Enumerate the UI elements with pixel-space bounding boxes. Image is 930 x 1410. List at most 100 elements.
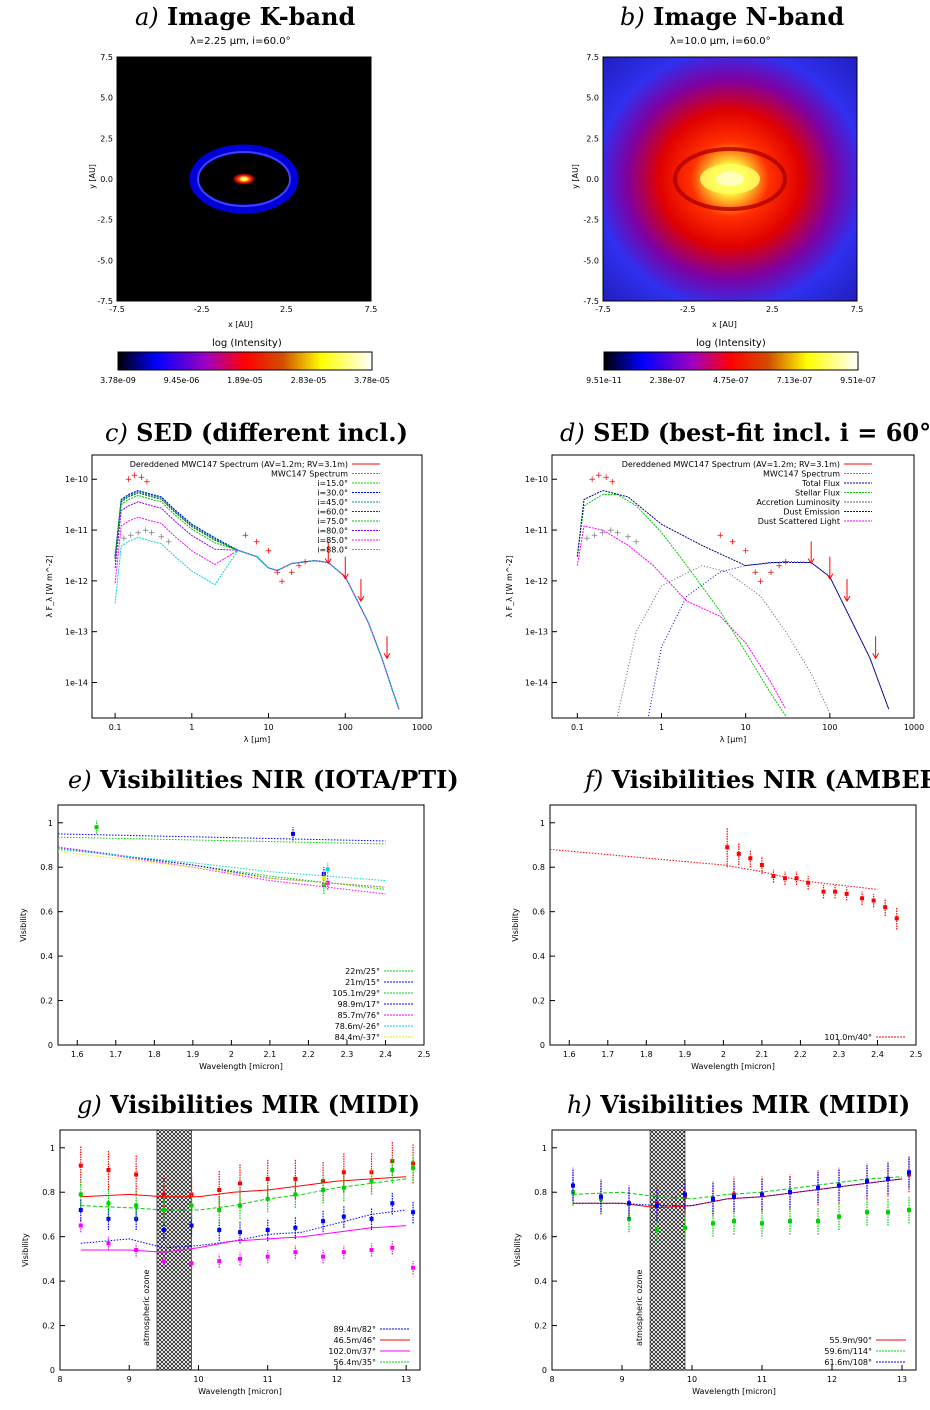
title-a: a) Image K-band xyxy=(135,2,355,31)
vis-e-xtick-2: 1.8 xyxy=(148,1050,161,1059)
image-a-ytick-4: -2.5 xyxy=(97,216,113,225)
sed-d-obs-1: + xyxy=(591,531,599,541)
image-a-xlabel: x [AU] xyxy=(228,320,253,329)
vis-h-xtick-1: 9 xyxy=(619,1375,624,1384)
vis-g-xtick-1: 9 xyxy=(127,1375,132,1384)
colorbar-a-tick-1: 9.45e-06 xyxy=(164,376,200,385)
vis-f-ytick-2: 0.4 xyxy=(532,952,545,961)
vis-e-legend-3: 98.9m/17° xyxy=(338,1000,380,1009)
title-c: c) SED (different incl.) xyxy=(105,418,408,447)
vis-g-point-3-13 xyxy=(411,1165,416,1170)
sed-d-dered-5: + xyxy=(729,537,737,547)
sed-c-model-4 xyxy=(114,494,400,710)
sed-d-dered-2: + xyxy=(602,473,610,483)
title-h: h) Visibilities MIR (MIDI) xyxy=(567,1090,910,1119)
title-f-text: Visibilities NIR (AMBER) xyxy=(611,765,930,794)
sed-c-limit-head-0 xyxy=(324,558,332,565)
vis-h-ytick-1: 0.2 xyxy=(534,1322,547,1331)
vis-g-point-3-11 xyxy=(369,1179,374,1184)
vis-g-point-2-0 xyxy=(78,1223,83,1228)
sed-d-dered-9: + xyxy=(767,568,775,578)
vis-e-xtick-9: 2.5 xyxy=(418,1050,431,1059)
colorbar-a-label: log (Intensity) xyxy=(212,338,282,349)
vis-f-ytick-3: 0.6 xyxy=(532,908,545,917)
vis-g-point-3-0 xyxy=(78,1192,83,1197)
vis-h-point-2-4 xyxy=(683,1192,687,1197)
sed-d-dered-3: + xyxy=(608,478,616,488)
vis-f-point-0-11 xyxy=(860,896,865,901)
vis-g-xlabel: Wavelength [micron] xyxy=(198,1387,282,1396)
vis-h-point-2-9 xyxy=(816,1185,820,1190)
title-e: e) Visibilities NIR (IOTA/PTI) xyxy=(68,765,459,794)
vis-e-xtick-5: 2.1 xyxy=(264,1050,277,1059)
vis-panel-e xyxy=(57,804,425,1046)
vis-f-point-0-6 xyxy=(794,876,799,881)
image-b-xtick-3: 7.5 xyxy=(851,305,864,314)
vis-h-point-1-9 xyxy=(816,1219,820,1224)
vis-g-model-0 xyxy=(80,1209,407,1249)
vis-f-xtick-6: 2.2 xyxy=(794,1050,807,1059)
vis-f-point-0-7 xyxy=(806,880,811,885)
vis-f-point-0-10 xyxy=(844,891,849,896)
sed-d-obs-4: + xyxy=(614,528,622,538)
vis-h-point-2-7 xyxy=(760,1192,764,1197)
sed-c-xtick-3: 100 xyxy=(338,723,353,732)
sed-c-obs-0: + xyxy=(120,534,128,544)
vis-e-point-0-0 xyxy=(94,825,99,830)
sed-d-dered-11: + xyxy=(782,558,790,568)
vis-e-model-0 xyxy=(57,836,386,845)
colorbar-a xyxy=(117,351,373,371)
vis-g-point-1-1 xyxy=(106,1168,111,1172)
vis-h-point-2-5 xyxy=(711,1196,715,1201)
vis-e-legend-2: 105.1m/29° xyxy=(332,989,380,998)
sed-c-xlabel: λ [μm] xyxy=(244,735,270,744)
vis-g-point-0-5 xyxy=(217,1228,222,1232)
vis-h-xtick-2: 10 xyxy=(687,1375,697,1384)
vis-g-point-0-4 xyxy=(189,1223,194,1228)
vis-g-point-2-5 xyxy=(217,1259,222,1264)
vis-h-xtick-5: 13 xyxy=(897,1375,907,1384)
vis-g-point-3-4 xyxy=(189,1203,194,1208)
vis-g-point-3-5 xyxy=(217,1208,222,1212)
sed-d-ylabel: λ F_λ [W m^-2] xyxy=(505,555,514,617)
vis-e-ytick-2: 0.4 xyxy=(40,952,53,961)
vis-g-point-3-9 xyxy=(321,1188,326,1192)
vis-g-legend-1: 46.5m/46° xyxy=(334,1336,376,1345)
vis-g-point-1-10 xyxy=(341,1170,346,1175)
sed-d-stellar xyxy=(576,494,787,717)
sed-c-xtick-2: 10 xyxy=(263,723,273,732)
vis-h-xtick-0: 8 xyxy=(549,1375,554,1384)
vis-e-ytick-4: 0.8 xyxy=(40,863,53,872)
sed-c-limit-head-3 xyxy=(383,652,391,660)
vis-panel-h xyxy=(551,1129,917,1371)
image-a-xtick-0: -7.5 xyxy=(109,305,125,314)
sed-c-dered-10: + xyxy=(295,562,303,572)
sed-d-legend-1: MWC147 Spectrum xyxy=(763,470,840,479)
vis-g-legend-3: 56.4m/35° xyxy=(334,1358,376,1367)
colorbar-b-tick-4: 9.51e-07 xyxy=(840,376,876,385)
image-b-ytick-1: 5.0 xyxy=(586,94,599,103)
vis-h-legend-0: 55.9m/90° xyxy=(830,1336,872,1345)
sed-d-obs-5: + xyxy=(624,532,632,542)
image-a-ring xyxy=(189,144,299,214)
vis-f-ytick-1: 0.2 xyxy=(532,997,545,1006)
vis-e-frame xyxy=(57,804,425,1046)
title-e-letter: e) xyxy=(68,766,92,794)
sed-c-obs-6: + xyxy=(165,537,173,547)
vis-e-xtick-6: 2.2 xyxy=(302,1050,315,1059)
vis-e-model-6 xyxy=(57,851,386,888)
vis-e-xlabel: Wavelength [micron] xyxy=(199,1062,283,1071)
vis-g-point-3-10 xyxy=(341,1185,346,1190)
vis-e-xtick-4: 2 xyxy=(229,1050,234,1059)
sed-d-xtick-0: 0.1 xyxy=(571,723,584,732)
image-a-ylabel: y [AU] xyxy=(87,164,97,189)
sed-d-xtick-1: 1 xyxy=(659,723,664,732)
sed-c-dered-3: + xyxy=(143,478,151,488)
vis-g-point-2-6 xyxy=(238,1256,242,1261)
vis-f-xtick-2: 1.8 xyxy=(640,1050,653,1059)
vis-h-ozone-label: atmospheric ozone xyxy=(635,1270,644,1346)
sed-d-accretion xyxy=(617,565,831,717)
vis-f-xtick-7: 2.3 xyxy=(833,1050,846,1059)
vis-h-xtick-3: 11 xyxy=(757,1375,767,1384)
